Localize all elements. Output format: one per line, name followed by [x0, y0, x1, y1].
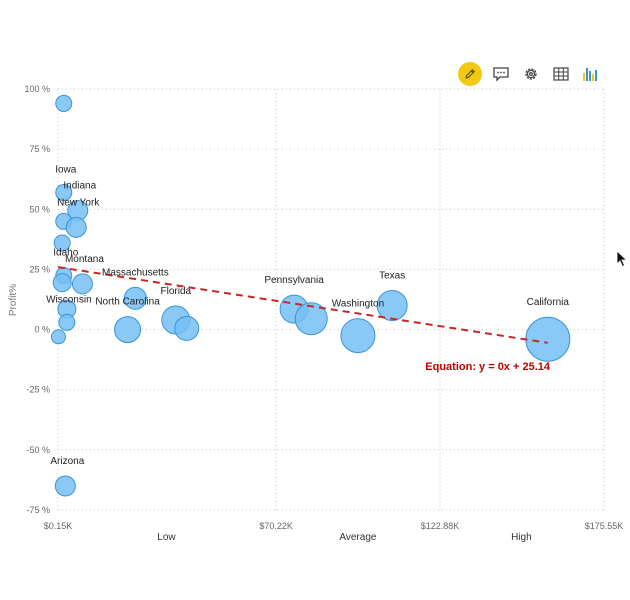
y-axis-ticks: 100 % 75 % 50 % 25 % 0 % -25 % -50 % -75 %: [24, 84, 50, 515]
x-band-label: Low: [157, 532, 176, 543]
bubble-label: Idaho: [53, 247, 78, 258]
x-axis-ticks: $0.15K $70.22K $122.88K $175.55K: [44, 521, 624, 531]
bubble-label: Massachusetts: [102, 267, 169, 278]
bubble-label: Wisconsin: [46, 294, 92, 305]
visual-toolbar: [458, 60, 602, 88]
bubble-label: Florida: [161, 286, 192, 297]
x-axis-bands: Low Average High: [157, 532, 531, 543]
bar-chart-icon: [583, 68, 597, 81]
x-band-label: Average: [339, 532, 377, 543]
bubbles: [50, 94, 571, 497]
bubble[interactable]: [376, 290, 408, 322]
bubble[interactable]: [340, 318, 376, 354]
bubble[interactable]: [50, 329, 66, 345]
bubble[interactable]: [174, 315, 200, 341]
bubble[interactable]: [71, 273, 93, 295]
table-view-button[interactable]: [550, 63, 572, 85]
bubble[interactable]: [54, 475, 76, 497]
y-tick-label: 25 %: [29, 264, 50, 274]
y-tick-label: 100 %: [24, 84, 50, 94]
pencil-icon: [465, 69, 475, 79]
y-axis-title: Profit%: [8, 284, 19, 316]
bubble[interactable]: [55, 94, 73, 112]
bubble-label: Indiana: [63, 180, 96, 191]
bubble-label: New York: [57, 197, 100, 208]
bubble[interactable]: [294, 302, 328, 336]
bubble[interactable]: [53, 234, 71, 252]
x-tick-label: $122.88K: [421, 521, 460, 531]
y-tick-label: -50 %: [26, 445, 50, 455]
bubble-label: California: [527, 297, 570, 308]
edit-button[interactable]: [458, 62, 482, 86]
gear-icon: [525, 68, 537, 80]
bubble[interactable]: [114, 316, 142, 344]
bubble[interactable]: [58, 313, 76, 331]
analytics-button[interactable]: [580, 63, 602, 85]
bubble-label: Texas: [379, 271, 405, 282]
y-tick-label: -75 %: [26, 505, 50, 515]
bubble[interactable]: [525, 316, 571, 362]
bubble[interactable]: [123, 286, 147, 310]
bubble-label: Washington: [332, 299, 384, 310]
y-tick-label: 0 %: [34, 325, 50, 335]
bubble-label: Montana: [65, 254, 104, 265]
table-icon: [553, 67, 569, 81]
bubble-label: Arizona: [50, 456, 84, 467]
bubble-label: Pennsylvania: [264, 275, 324, 286]
bubble-label: Iowa: [55, 164, 77, 175]
x-band-label: High: [511, 532, 532, 543]
bubble[interactable]: [65, 216, 87, 238]
settings-button[interactable]: [520, 63, 542, 85]
trend-equation: Equation: y = 0x + 25.14: [425, 361, 551, 373]
x-tick-label: $175.55K: [585, 521, 624, 531]
y-tick-label: 75 %: [29, 144, 50, 154]
comment-icon: [493, 67, 509, 82]
gridlines: [57, 88, 605, 511]
y-tick-label: -25 %: [26, 385, 50, 395]
mouse-cursor-icon: [616, 250, 628, 268]
comment-button[interactable]: [490, 63, 512, 85]
x-tick-label: $70.22K: [259, 521, 293, 531]
bubble[interactable]: [52, 273, 72, 293]
trend-line: [57, 266, 548, 344]
x-tick-label: $0.15K: [44, 521, 73, 531]
bubble-label: North Carolina: [95, 297, 160, 308]
bubble[interactable]: [55, 183, 73, 201]
y-tick-label: 50 %: [29, 204, 50, 214]
